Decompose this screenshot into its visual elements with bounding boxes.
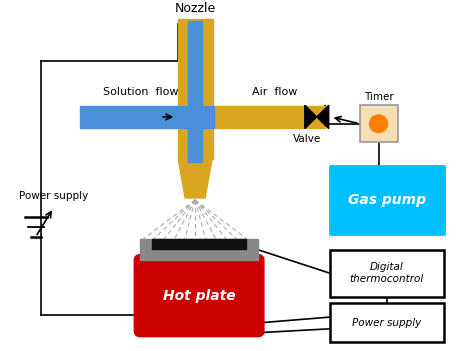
Bar <box>360 105 398 142</box>
Text: Solution  flow: Solution flow <box>102 87 178 97</box>
Text: Timer: Timer <box>364 92 393 102</box>
Text: Valve: Valve <box>292 134 321 145</box>
FancyBboxPatch shape <box>134 254 264 337</box>
Bar <box>140 239 258 260</box>
Polygon shape <box>178 159 212 198</box>
Bar <box>212 106 325 128</box>
Bar <box>178 19 213 159</box>
Bar <box>330 303 445 343</box>
Polygon shape <box>317 105 329 128</box>
Bar <box>330 166 445 234</box>
Circle shape <box>370 115 388 133</box>
Text: Power supply: Power supply <box>18 191 88 201</box>
Text: Gas pump: Gas pump <box>347 193 426 207</box>
Polygon shape <box>305 105 317 128</box>
Bar <box>152 239 246 249</box>
Bar <box>330 250 445 297</box>
Text: Air  flow: Air flow <box>252 87 298 97</box>
Text: Nozzle: Nozzle <box>174 2 216 15</box>
Text: Digital
thermocontrol: Digital thermocontrol <box>349 262 424 284</box>
Text: Power supply: Power supply <box>352 318 421 328</box>
Bar <box>188 21 202 162</box>
Text: Hot plate: Hot plate <box>163 289 236 303</box>
Bar <box>81 106 214 128</box>
